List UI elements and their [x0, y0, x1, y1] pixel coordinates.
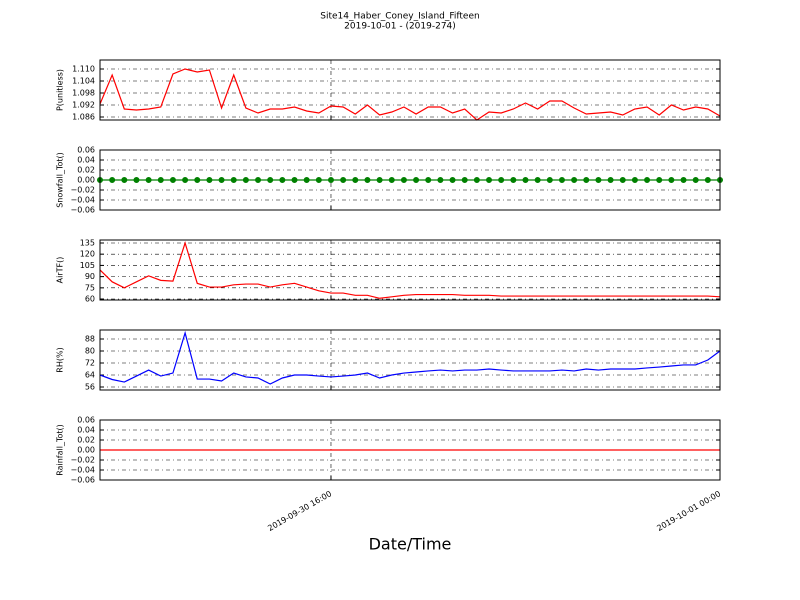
plot-frame: [99, 149, 721, 211]
y-tick-label: 75: [85, 283, 95, 292]
y-tick-label: 56: [85, 383, 95, 392]
data-point: [437, 177, 444, 183]
data-point: [644, 177, 651, 183]
data-point: [704, 177, 711, 183]
data-point: [425, 177, 432, 183]
data-point: [315, 177, 322, 183]
y-tick-label: 90: [85, 272, 95, 281]
data-point: [267, 177, 274, 183]
data-point: [668, 177, 675, 183]
y-tick-label: 0.02: [77, 436, 95, 445]
x-axis-label: Date/Time: [369, 535, 452, 554]
data-point: [522, 177, 529, 183]
data-point: [388, 177, 395, 183]
y-tick-label: −0.06: [70, 206, 95, 215]
data-point: [656, 177, 663, 183]
data-point: [279, 177, 286, 183]
y-tick-label: 80: [85, 347, 95, 356]
data-point: [327, 177, 334, 183]
data-line: [99, 68, 721, 121]
y-tick-label: 120: [80, 250, 95, 259]
data-point: [169, 177, 176, 183]
y-tick-label: 1.110: [72, 65, 95, 74]
data-line: [99, 240, 721, 299]
data-point: [218, 177, 225, 183]
data-point: [364, 177, 371, 183]
data-point: [340, 177, 347, 183]
plot-frame: [99, 419, 721, 481]
data-point: [400, 177, 407, 183]
data-point: [510, 177, 517, 183]
data-point: [255, 177, 262, 183]
y-tick-label: 0.04: [77, 156, 95, 165]
data-point: [352, 177, 359, 183]
y-tick-label: 135: [80, 238, 95, 247]
y-tick-label: 1.092: [72, 101, 95, 110]
data-point: [376, 177, 383, 183]
y-tick-label: 0.02: [77, 166, 95, 175]
y-axis-label: AirTF(): [56, 257, 65, 284]
y-tick-label: 88: [85, 335, 95, 344]
data-point: [291, 177, 298, 183]
data-point: [182, 177, 189, 183]
data-point: [230, 177, 237, 183]
y-tick-label: −0.02: [70, 456, 95, 465]
y-tick-label: 1.104: [72, 77, 95, 86]
data-point: [595, 177, 602, 183]
plot-frame: [99, 329, 721, 391]
data-point: [680, 177, 687, 183]
chart-title: Site14_Haber_Coney_Island_Fifteen: [320, 12, 479, 22]
y-tick-label: 105: [80, 261, 95, 270]
data-point: [607, 177, 614, 183]
data-point: [558, 177, 565, 183]
data-line: [99, 330, 721, 385]
y-tick-label: −0.04: [70, 466, 95, 475]
data-point: [303, 177, 310, 183]
chart-subtitle: 2019-10-01 - (2019-274): [344, 22, 456, 32]
y-axis-label: RH(%): [56, 347, 65, 372]
y-tick-label: 1.098: [72, 89, 95, 98]
y-tick-label: 1.086: [72, 113, 95, 122]
plot-frame: [99, 239, 721, 301]
data-point: [133, 177, 140, 183]
y-axis-label: Rainfall_Tot(): [56, 424, 65, 476]
data-point: [486, 177, 493, 183]
y-axis-label: Snowfall_Tot(): [56, 152, 65, 208]
plot-frame: [99, 59, 721, 121]
data-point: [121, 177, 128, 183]
data-point: [571, 177, 578, 183]
data-point: [194, 177, 201, 183]
y-tick-label: 64: [85, 371, 95, 380]
data-point: [242, 177, 249, 183]
data-point: [206, 177, 213, 183]
y-tick-label: 0.06: [77, 146, 95, 155]
y-tick-label: −0.04: [70, 196, 95, 205]
data-point: [413, 177, 420, 183]
data-point: [498, 177, 505, 183]
data-point: [534, 177, 541, 183]
y-tick-label: 0.06: [77, 416, 95, 425]
y-tick-label: 0.00: [77, 176, 95, 185]
data-point: [461, 177, 468, 183]
data-point: [145, 177, 152, 183]
data-point: [157, 177, 164, 183]
data-point: [631, 177, 638, 183]
data-point: [473, 177, 480, 183]
y-tick-label: 72: [85, 359, 95, 368]
data-point: [109, 177, 116, 183]
data-point: [619, 177, 626, 183]
data-point: [449, 177, 456, 183]
data-point: [583, 177, 590, 183]
y-tick-label: 60: [85, 295, 95, 304]
data-point: [546, 177, 553, 183]
y-tick-label: 0.04: [77, 426, 95, 435]
y-axis-label: P(unitless): [56, 69, 65, 111]
data-point: [692, 177, 699, 183]
y-tick-label: −0.06: [70, 476, 95, 485]
y-tick-label: −0.02: [70, 186, 95, 195]
y-tick-label: 0.00: [77, 446, 95, 455]
